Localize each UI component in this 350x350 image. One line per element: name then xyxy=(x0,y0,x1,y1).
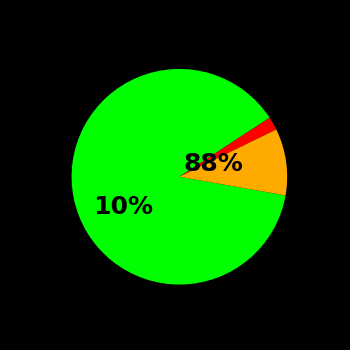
Text: 10%: 10% xyxy=(93,195,153,219)
Text: 88%: 88% xyxy=(184,152,244,176)
Wedge shape xyxy=(72,69,286,285)
Wedge shape xyxy=(179,118,276,177)
Wedge shape xyxy=(179,130,287,195)
